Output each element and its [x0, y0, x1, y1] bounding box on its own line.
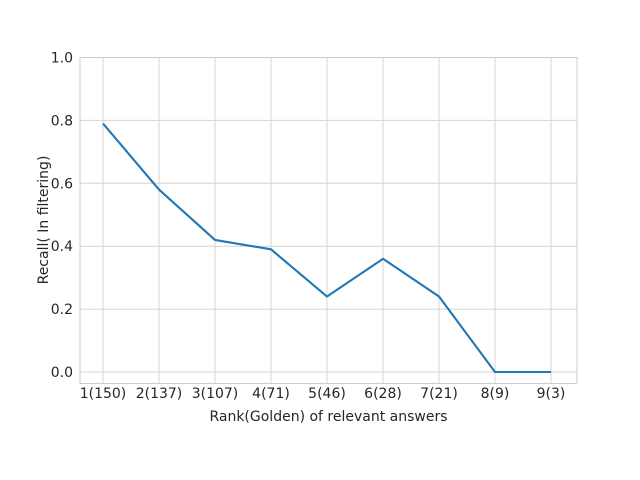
x-tick-label: 6(28) — [364, 386, 402, 402]
x-tick-label: 1(150) — [80, 386, 127, 402]
y-tick-label: 0.0 — [51, 365, 73, 381]
y-tick-label: 0.8 — [51, 113, 73, 129]
x-tick-label: 3(107) — [192, 386, 239, 402]
y-tick-label: 0.4 — [51, 239, 73, 255]
x-tick-label: 4(71) — [252, 386, 290, 402]
plot-border — [79, 57, 578, 384]
y-axis-label: Recall( In filtering) — [36, 155, 52, 285]
x-tick-label: 9(3) — [537, 386, 566, 402]
y-tick-label: 0.2 — [51, 302, 73, 318]
data-line — [102, 122, 551, 374]
x-tick-label: 5(46) — [308, 386, 346, 402]
y-tick-label: 0.6 — [51, 176, 73, 192]
x-tick-label: 8(9) — [481, 386, 510, 402]
y-tick-label: 1.0 — [51, 51, 73, 67]
x-tick-label: 2(137) — [136, 386, 183, 402]
x-axis-label: Rank(Golden) of relevant answers — [209, 409, 448, 425]
x-tick-label: 7(21) — [420, 386, 458, 402]
